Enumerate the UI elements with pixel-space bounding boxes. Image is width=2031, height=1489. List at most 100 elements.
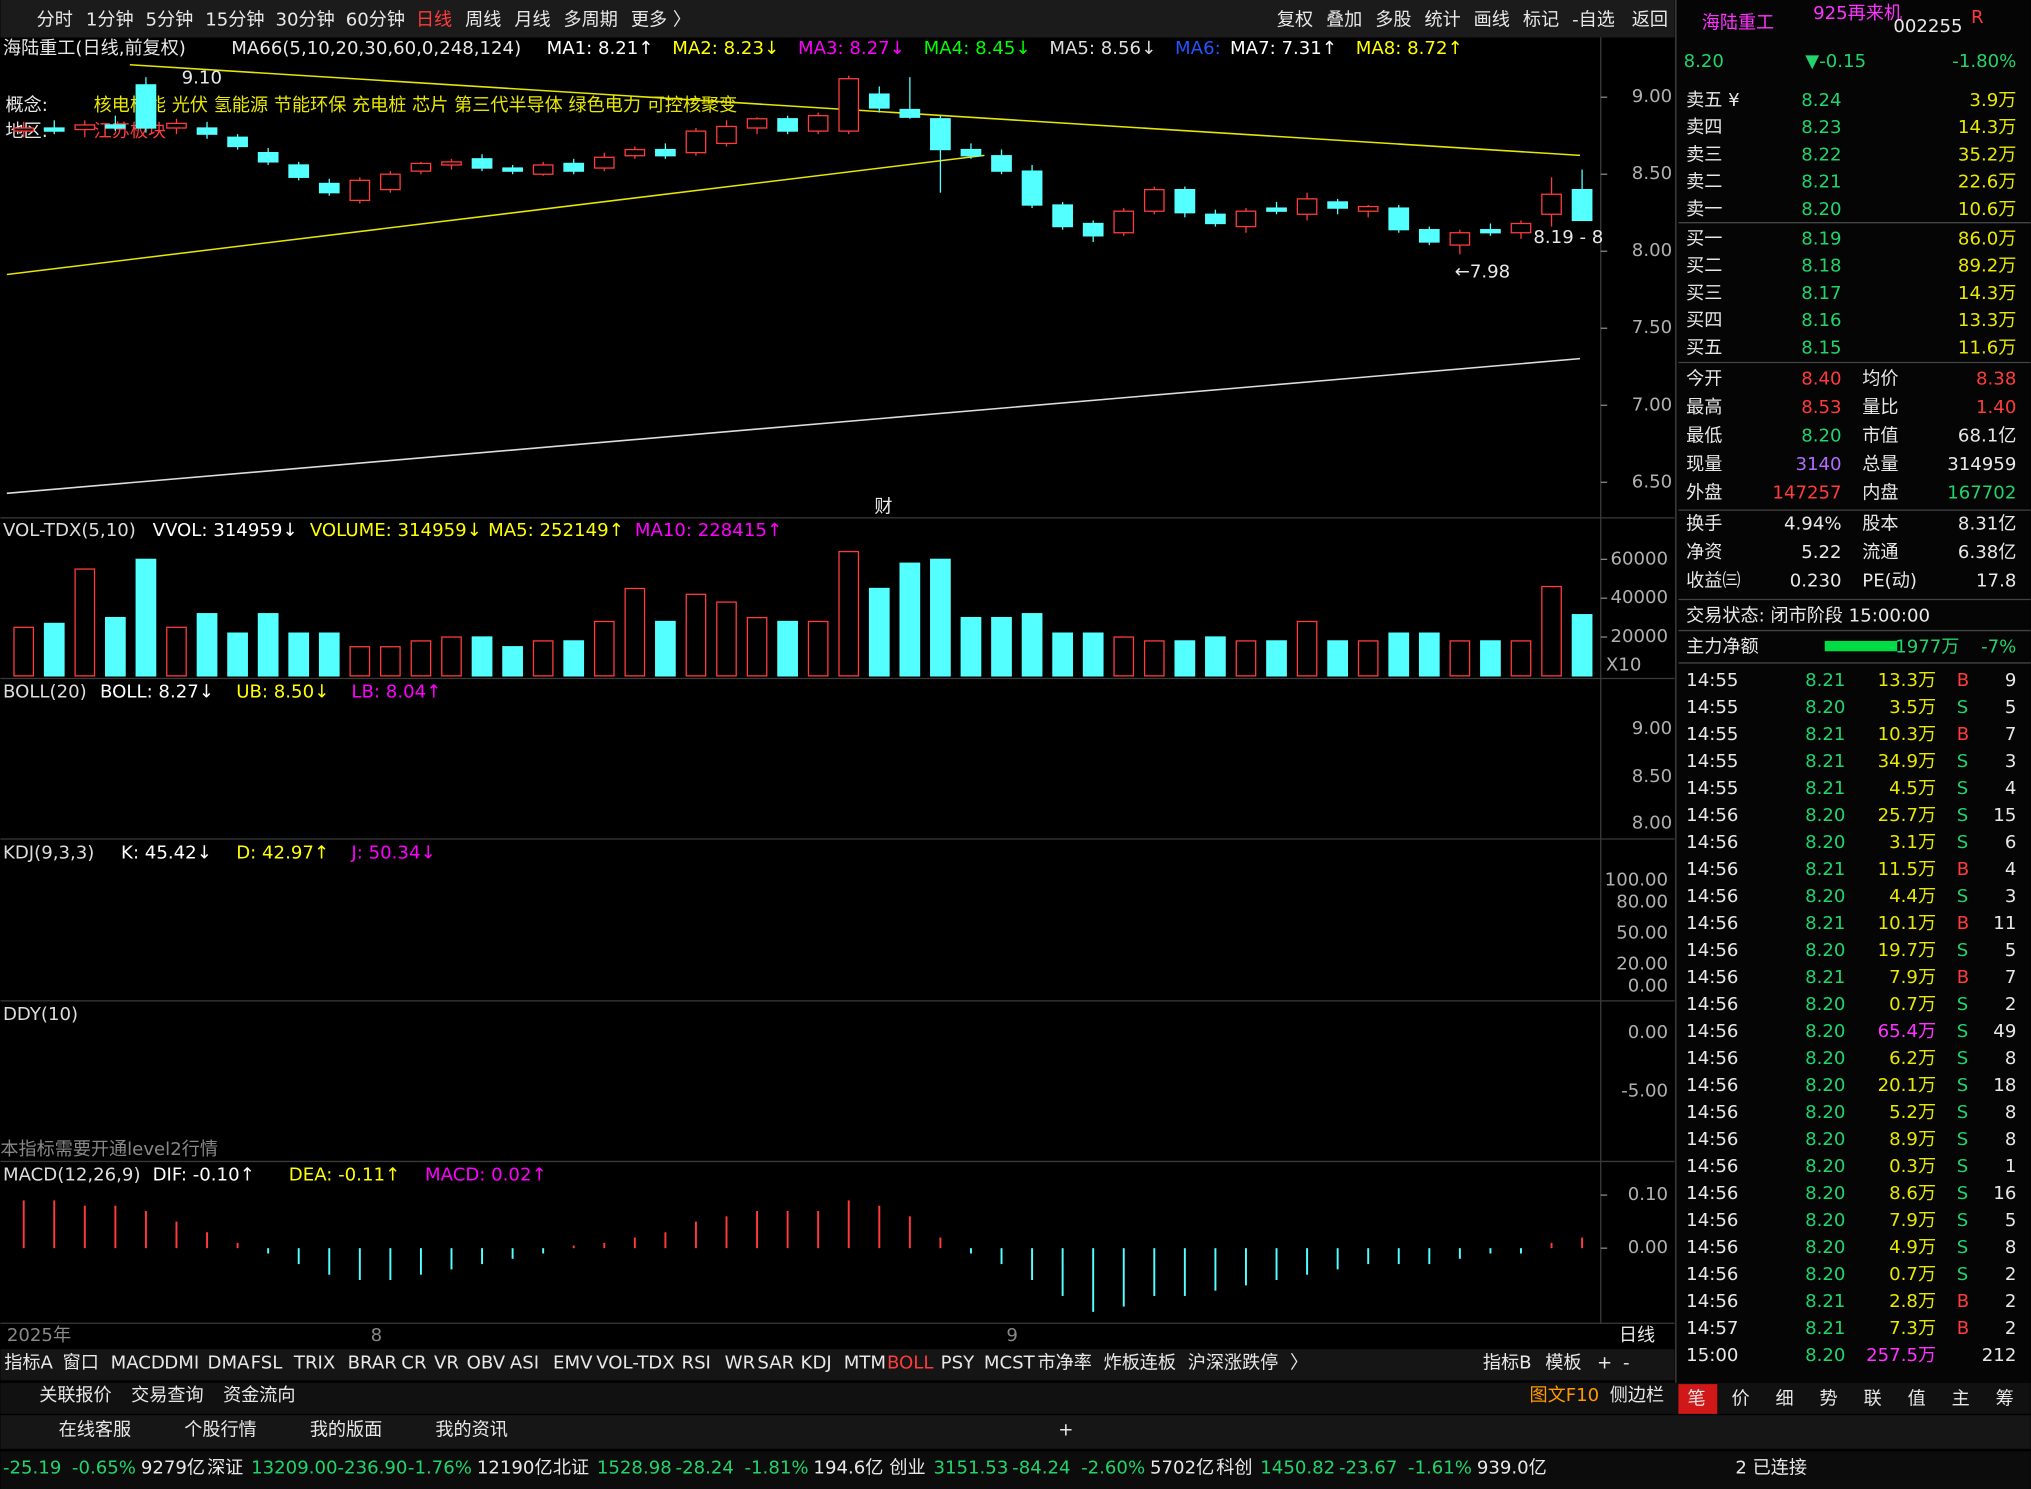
period-button[interactable]: 更多 〉 xyxy=(631,10,691,31)
tick-time: 14:56 xyxy=(1686,805,1738,826)
period-button[interactable]: 1分钟 xyxy=(86,10,134,31)
indicator-tab[interactable]: MACD xyxy=(111,1352,165,1373)
indicator-tab[interactable]: BOLL xyxy=(887,1352,934,1373)
period-button[interactable]: 多周期 xyxy=(564,10,618,31)
volume-header: VOL-TDX(5,10) xyxy=(3,520,136,541)
indicator-tab[interactable]: TRIX xyxy=(293,1352,335,1373)
indicator-tab[interactable]: 沪深涨跌停 xyxy=(1188,1352,1279,1373)
volume-bar xyxy=(1327,640,1349,677)
quote-tab[interactable]: 笔 xyxy=(1688,1389,1706,1410)
candle-body xyxy=(777,118,798,132)
quote-tab[interactable]: 筹 xyxy=(1996,1389,2014,1410)
indicator-tab[interactable]: MCST xyxy=(984,1352,1036,1373)
indicator-tab[interactable]: 模板 xyxy=(1545,1352,1581,1373)
tick-volume: 65.4万 xyxy=(1878,1021,1936,1042)
tick-time: 14:56 xyxy=(1686,1075,1738,1096)
tick-volume: 11.5万 xyxy=(1878,859,1936,880)
period-button[interactable]: 5分钟 xyxy=(146,10,194,31)
tool-button[interactable]: 叠加 xyxy=(1326,10,1362,31)
bottom-link[interactable]: 交易查询 xyxy=(131,1385,203,1406)
status-item: -23.67 xyxy=(1339,1457,1397,1478)
quote-tab[interactable]: 势 xyxy=(1820,1389,1838,1410)
indicator-tab[interactable]: EMV xyxy=(553,1352,593,1373)
volume-bar xyxy=(1205,636,1226,677)
indicator-tab[interactable]: 〉 xyxy=(1290,1352,1308,1373)
indicator-tab[interactable]: 指标A xyxy=(4,1352,53,1373)
tool-button[interactable]: 画线 xyxy=(1474,10,1510,31)
indicator-tab[interactable]: 炸板连板 xyxy=(1104,1352,1176,1373)
tick-time: 14:55 xyxy=(1686,778,1738,799)
tick-side: B xyxy=(1957,913,1969,934)
indicator-tab[interactable]: PSY xyxy=(941,1352,975,1373)
tick-price: 8.21 xyxy=(1805,778,1845,799)
status-item: 科创 xyxy=(1216,1457,1252,1478)
candle-body xyxy=(380,173,401,191)
bottom-link[interactable]: 图文F10 xyxy=(1530,1385,1600,1406)
ma-value: MA6: xyxy=(1175,38,1221,59)
quote-tab[interactable]: 联 xyxy=(1864,1389,1882,1410)
tick-price: 8.21 xyxy=(1805,670,1845,691)
period-button[interactable]: 分时 xyxy=(37,10,73,31)
indicator-tab[interactable]: 指标B xyxy=(1483,1352,1532,1373)
tool-button[interactable]: 多股 xyxy=(1375,10,1411,31)
quote-tab[interactable]: 细 xyxy=(1776,1389,1794,1410)
volume-bar xyxy=(288,632,310,677)
indicator-tab[interactable]: ASI xyxy=(510,1352,539,1373)
indicator-tab[interactable]: BRAR xyxy=(348,1352,398,1373)
connection-status: 2 已连接 xyxy=(1735,1457,1807,1478)
quote-tab[interactable]: 值 xyxy=(1908,1389,1926,1410)
bottom-link[interactable]: 关联报价 xyxy=(39,1385,111,1406)
quote-tab[interactable]: 价 xyxy=(1732,1389,1750,1410)
tick-volume: 5.2万 xyxy=(1889,1102,1936,1123)
tool-button[interactable]: 返回 xyxy=(1632,10,1668,31)
indicator-tab[interactable]: RSI xyxy=(681,1352,710,1373)
indicator-tab[interactable]: 市净率 xyxy=(1038,1352,1092,1373)
period-button[interactable]: 60分钟 xyxy=(346,10,405,31)
service-link[interactable]: 我的资讯 xyxy=(435,1420,507,1441)
indicator-tab[interactable]: VR xyxy=(434,1352,459,1373)
tick-volume: 13.3万 xyxy=(1878,670,1936,691)
stat-label: 换手 xyxy=(1686,513,1722,534)
tick-volume: 25.7万 xyxy=(1878,805,1936,826)
indicator-tab[interactable]: MTM xyxy=(844,1352,886,1373)
period-button[interactable]: 月线 xyxy=(514,10,550,31)
stat-label: 净资 xyxy=(1686,542,1722,563)
indicator-tab[interactable]: FSL xyxy=(251,1352,283,1373)
bottom-link[interactable]: 侧边栏 xyxy=(1610,1385,1664,1406)
tick-time: 14:57 xyxy=(1686,1318,1738,1339)
quote-tab[interactable]: 主 xyxy=(1952,1389,1970,1410)
indicator-tab[interactable]: DMI xyxy=(164,1352,199,1373)
tool-button[interactable]: -自选 xyxy=(1572,10,1615,31)
indicator-tab[interactable]: + xyxy=(1597,1352,1612,1373)
main-flow-pct: -7% xyxy=(1981,636,2016,657)
x-axis-year: 2025年 xyxy=(7,1325,71,1346)
indicator-tab[interactable]: 窗口 xyxy=(63,1352,99,1373)
tick-count: 8 xyxy=(2005,1102,2017,1123)
tool-button[interactable]: 复权 xyxy=(1277,10,1313,31)
indicator-tab[interactable]: DMA xyxy=(208,1352,251,1373)
service-link[interactable]: 我的版面 xyxy=(310,1420,382,1441)
period-button[interactable]: 日线 xyxy=(416,10,452,31)
indicator-tab[interactable]: WR xyxy=(725,1352,756,1373)
tool-button[interactable]: 统计 xyxy=(1424,10,1460,31)
indicator-tab[interactable]: VOL-TDX xyxy=(596,1352,674,1373)
candle-body xyxy=(1571,188,1593,222)
volume-bar xyxy=(1418,632,1440,677)
status-item: 9279亿 xyxy=(141,1457,205,1478)
indicator-tab[interactable]: CR xyxy=(401,1352,427,1373)
period-button[interactable]: 15分钟 xyxy=(205,10,264,31)
indicator-tab[interactable]: OBV xyxy=(467,1352,506,1373)
tick-count: 7 xyxy=(2005,724,2017,745)
service-link[interactable]: 在线客服 xyxy=(59,1420,131,1441)
indicator-tab[interactable]: KDJ xyxy=(801,1352,832,1373)
indicator-tab[interactable]: - xyxy=(1623,1352,1630,1373)
volume-bar xyxy=(807,620,829,677)
bottom-link[interactable]: 资金流向 xyxy=(223,1385,295,1406)
add-tab[interactable]: + xyxy=(1058,1420,1073,1441)
indicator-tab[interactable]: SAR xyxy=(757,1352,794,1373)
period-button[interactable]: 30分钟 xyxy=(276,10,335,31)
service-link[interactable]: 个股行情 xyxy=(184,1420,256,1441)
status-item: 1528.98 xyxy=(597,1457,672,1478)
tool-button[interactable]: 标记 xyxy=(1523,10,1559,31)
period-button[interactable]: 周线 xyxy=(465,10,501,31)
